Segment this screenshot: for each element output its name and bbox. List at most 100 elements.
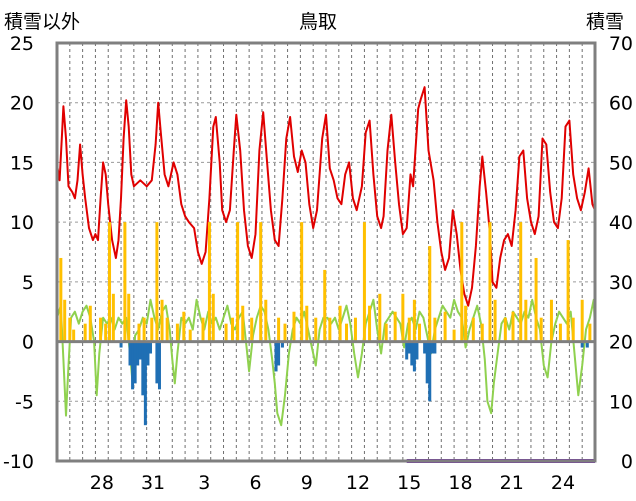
- series-2-bar: [534, 257, 538, 342]
- left-tick-label: -5: [15, 391, 34, 413]
- series-3-bar: [428, 341, 432, 402]
- series-2-bar: [88, 305, 92, 342]
- series-3-bar: [136, 341, 140, 366]
- x-tick-label: 15: [397, 472, 421, 494]
- series-2-bar: [201, 317, 205, 342]
- x-tick-label: 28: [90, 472, 114, 494]
- series-2-bar: [588, 323, 592, 342]
- series-3-bar: [425, 341, 429, 384]
- series-2-bar: [443, 311, 447, 342]
- series-3-bar: [407, 341, 411, 354]
- series-3-bar: [143, 341, 147, 426]
- series-2-bar: [539, 317, 543, 342]
- series-2-bar: [230, 317, 234, 342]
- plot-frame: [55, 41, 597, 463]
- series-2-bar: [418, 323, 422, 342]
- series-3-bar: [146, 341, 150, 366]
- x-tick-label: 6: [250, 472, 262, 494]
- series-2-bar: [211, 293, 215, 342]
- left-axis-title: 積雪以外: [4, 11, 80, 33]
- series-2-bar: [503, 317, 507, 342]
- x-tick-label: 24: [551, 472, 575, 494]
- right-tick-label: 40: [609, 212, 633, 234]
- right-tick-label: 60: [609, 93, 633, 115]
- series-2-bar: [511, 311, 515, 342]
- x-tick-label: 12: [346, 472, 370, 494]
- series-2-bar: [524, 299, 528, 342]
- series-3-bar: [128, 341, 132, 366]
- right-tick-label: 70: [609, 33, 633, 55]
- series-2-bar: [393, 311, 397, 342]
- left-tick-label: 25: [10, 33, 34, 55]
- series-3-bar: [580, 341, 584, 348]
- x-tick-label: 9: [301, 472, 313, 494]
- series-2-bar: [471, 317, 475, 342]
- series-2-bar: [338, 305, 342, 342]
- series-2-bar: [493, 299, 497, 342]
- series-2-bar: [259, 222, 263, 342]
- series-3-bar: [155, 341, 159, 384]
- series-3-bar: [423, 341, 427, 354]
- series-2-bar: [378, 293, 382, 342]
- series-2-bar: [68, 317, 72, 342]
- series-2-bar: [99, 317, 103, 342]
- series-2-bar: [464, 305, 468, 342]
- series-2-bar: [72, 329, 76, 342]
- plot-marks: [56, 86, 596, 463]
- series-3-bar: [415, 341, 419, 360]
- series-3-bar: [131, 341, 135, 390]
- series-2-bar: [407, 317, 411, 342]
- series-2-bar: [292, 311, 296, 342]
- series-3-bar: [280, 341, 284, 348]
- series-2-bar: [63, 299, 67, 342]
- series-2-bar: [83, 323, 87, 342]
- series-2-bar: [305, 305, 309, 342]
- series-3-bar: [412, 341, 416, 372]
- right-tick-label: 0: [621, 451, 633, 473]
- right-axis-title: 積雪: [586, 11, 624, 33]
- series-3-bar: [585, 341, 589, 348]
- series-2-bar: [236, 222, 240, 342]
- series-3-bar: [157, 341, 161, 390]
- series-3-bar: [433, 341, 437, 354]
- series-2-bar: [59, 257, 63, 342]
- series-2-bar: [488, 222, 492, 342]
- series-2-bar: [412, 299, 416, 342]
- chart-title: 鳥取: [299, 11, 337, 33]
- left-tick-label: 5: [22, 272, 34, 294]
- left-tick-label: 20: [10, 93, 34, 115]
- series-2-bar: [344, 323, 348, 342]
- series-2-bar: [362, 222, 366, 342]
- series-3-bar: [277, 341, 281, 366]
- series-2-bar: [519, 222, 523, 342]
- series-3-bar: [430, 341, 434, 354]
- left-tick-label: -10: [3, 451, 34, 473]
- series-2-bar: [384, 323, 388, 342]
- left-tick-label: 10: [10, 212, 34, 234]
- series-2-bar: [207, 222, 211, 342]
- series-2-bar: [241, 305, 245, 342]
- series-2-bar: [323, 269, 327, 342]
- series-2-bar: [127, 293, 131, 342]
- series-2-bar: [566, 240, 570, 342]
- series-2-bar: [368, 305, 372, 342]
- series-3-bar: [133, 341, 137, 384]
- series-3-bar: [119, 341, 123, 348]
- series-2-bar: [480, 323, 484, 342]
- series-2-bar: [353, 317, 357, 342]
- series-0-line: [56, 86, 596, 307]
- right-tick-label: 10: [609, 391, 633, 413]
- series-2-bar: [277, 317, 281, 342]
- series-2-bar: [328, 317, 332, 342]
- series-2-bar: [250, 317, 254, 342]
- series-2-bar: [433, 317, 437, 342]
- series-2-bar: [108, 222, 112, 342]
- x-tick-label: 31: [141, 472, 165, 494]
- series-2-bar: [175, 323, 179, 342]
- series-2-bar: [452, 329, 456, 342]
- right-tick-label: 20: [609, 332, 633, 354]
- series-3-bar: [410, 341, 414, 366]
- series-2-bar: [155, 222, 159, 342]
